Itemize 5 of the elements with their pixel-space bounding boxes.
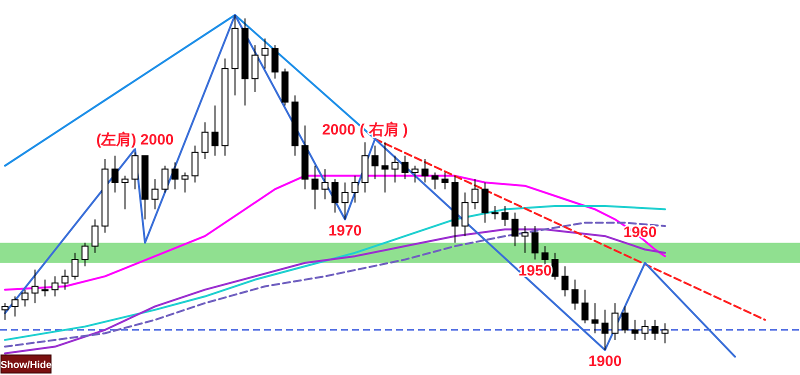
text: (左肩) 2000 [96,131,174,148]
text: 1900 [588,353,622,370]
button: Show/Hide [0,354,52,374]
text: 1970 [328,222,362,240]
text: 1950 [518,262,552,280]
